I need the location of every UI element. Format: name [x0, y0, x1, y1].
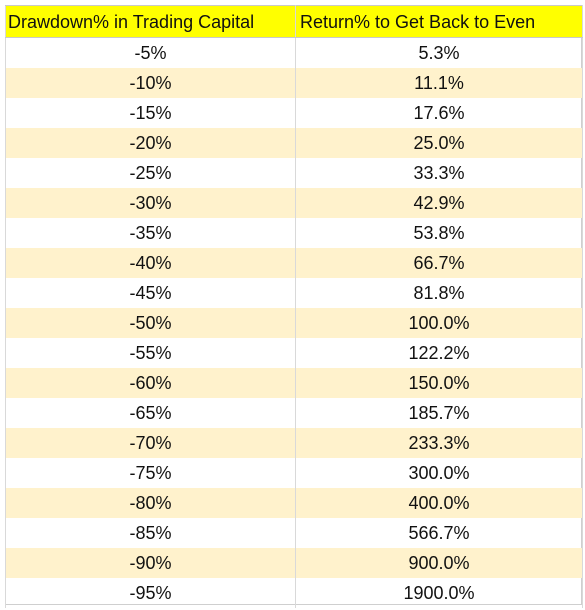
drawdown-cell[interactable]: -80%: [5, 488, 296, 518]
return-to-even-cell[interactable]: 1900.0%: [295, 578, 583, 608]
table-row: -75% 300.0%: [5, 458, 583, 488]
return-to-even-cell[interactable]: 11.1%: [295, 68, 583, 98]
table-row: -60% 150.0%: [5, 368, 583, 398]
table-row: -95% 1900.0%: [5, 578, 583, 608]
return-to-even-cell[interactable]: 100.0%: [295, 308, 583, 338]
drawdown-cell[interactable]: -65%: [5, 398, 296, 428]
return-to-even-cell[interactable]: 42.9%: [295, 188, 583, 218]
header-cell-return-to-even[interactable]: Return% to Get Back to Even: [295, 5, 583, 38]
return-to-even-cell[interactable]: 900.0%: [295, 548, 583, 578]
table-row: -10% 11.1%: [5, 68, 583, 98]
return-to-even-cell[interactable]: 185.7%: [295, 398, 583, 428]
drawdown-cell[interactable]: -95%: [5, 578, 296, 608]
return-to-even-cell[interactable]: 81.8%: [295, 278, 583, 308]
drawdown-cell[interactable]: -55%: [5, 338, 296, 368]
drawdown-cell[interactable]: -15%: [5, 98, 296, 128]
drawdown-cell[interactable]: -25%: [5, 158, 296, 188]
table-row: -25% 33.3%: [5, 158, 583, 188]
return-to-even-cell[interactable]: 300.0%: [295, 458, 583, 488]
table-row: -15% 17.6%: [5, 98, 583, 128]
return-to-even-cell[interactable]: 25.0%: [295, 128, 583, 158]
return-to-even-cell[interactable]: 566.7%: [295, 518, 583, 548]
drawdown-cell[interactable]: -60%: [5, 368, 296, 398]
table-body: -5% 5.3% -10% 11.1% -15% 17.6% -20% 25.0% -2…: [5, 37, 583, 608]
table-row: -30% 42.9%: [5, 188, 583, 218]
return-to-even-cell[interactable]: 66.7%: [295, 248, 583, 278]
drawdown-cell[interactable]: -85%: [5, 518, 296, 548]
drawdown-cell[interactable]: -75%: [5, 458, 296, 488]
table-row: -65% 185.7%: [5, 398, 583, 428]
drawdown-cell[interactable]: -50%: [5, 308, 296, 338]
return-to-even-cell[interactable]: 17.6%: [295, 98, 583, 128]
drawdown-cell[interactable]: -5%: [5, 37, 296, 68]
return-to-even-cell[interactable]: 33.3%: [295, 158, 583, 188]
table-row: -70% 233.3%: [5, 428, 583, 458]
header-cell-drawdown[interactable]: Drawdown% in Trading Capital: [5, 5, 296, 38]
table-row: -50% 100.0%: [5, 308, 583, 338]
table-row: -35% 53.8%: [5, 218, 583, 248]
drawdown-recovery-table: Drawdown% in Trading Capital Return% to …: [5, 5, 583, 608]
return-to-even-cell[interactable]: 122.2%: [295, 338, 583, 368]
return-to-even-cell[interactable]: 150.0%: [295, 368, 583, 398]
return-to-even-cell[interactable]: 400.0%: [295, 488, 583, 518]
table-row: -85% 566.7%: [5, 518, 583, 548]
table-row: -40% 66.7%: [5, 248, 583, 278]
return-to-even-cell[interactable]: 53.8%: [295, 218, 583, 248]
table-row: -55% 122.2%: [5, 338, 583, 368]
drawdown-cell[interactable]: -40%: [5, 248, 296, 278]
table-row: -80% 400.0%: [5, 488, 583, 518]
header-row: Drawdown% in Trading Capital Return% to …: [5, 5, 583, 38]
drawdown-cell[interactable]: -20%: [5, 128, 296, 158]
drawdown-cell[interactable]: -90%: [5, 548, 296, 578]
drawdown-cell[interactable]: -45%: [5, 278, 296, 308]
return-to-even-cell[interactable]: 5.3%: [295, 37, 583, 68]
table-row: -20% 25.0%: [5, 128, 583, 158]
drawdown-cell[interactable]: -35%: [5, 218, 296, 248]
table-row: -45% 81.8%: [5, 278, 583, 308]
table-row: -5% 5.3%: [5, 37, 583, 68]
drawdown-cell[interactable]: -10%: [5, 68, 296, 98]
return-to-even-cell[interactable]: 233.3%: [295, 428, 583, 458]
drawdown-cell[interactable]: -30%: [5, 188, 296, 218]
table-row: -90% 900.0%: [5, 548, 583, 578]
drawdown-cell[interactable]: -70%: [5, 428, 296, 458]
